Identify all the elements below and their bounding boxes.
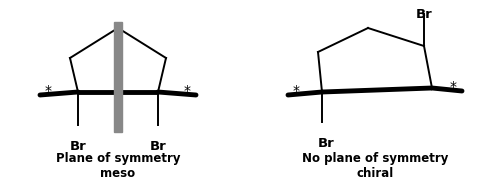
Text: chiral: chiral <box>356 167 394 180</box>
Bar <box>114 22 122 132</box>
Text: No plane of symmetry: No plane of symmetry <box>302 152 448 165</box>
Text: Br: Br <box>415 8 432 21</box>
Text: Br: Br <box>150 140 166 153</box>
Text: meso: meso <box>100 167 136 180</box>
Text: *: * <box>45 84 52 98</box>
Text: *: * <box>293 84 300 98</box>
Text: Plane of symmetry: Plane of symmetry <box>56 152 180 165</box>
Text: *: * <box>450 80 457 94</box>
Text: Br: Br <box>318 137 334 150</box>
Text: Br: Br <box>70 140 86 153</box>
Text: *: * <box>184 84 191 98</box>
